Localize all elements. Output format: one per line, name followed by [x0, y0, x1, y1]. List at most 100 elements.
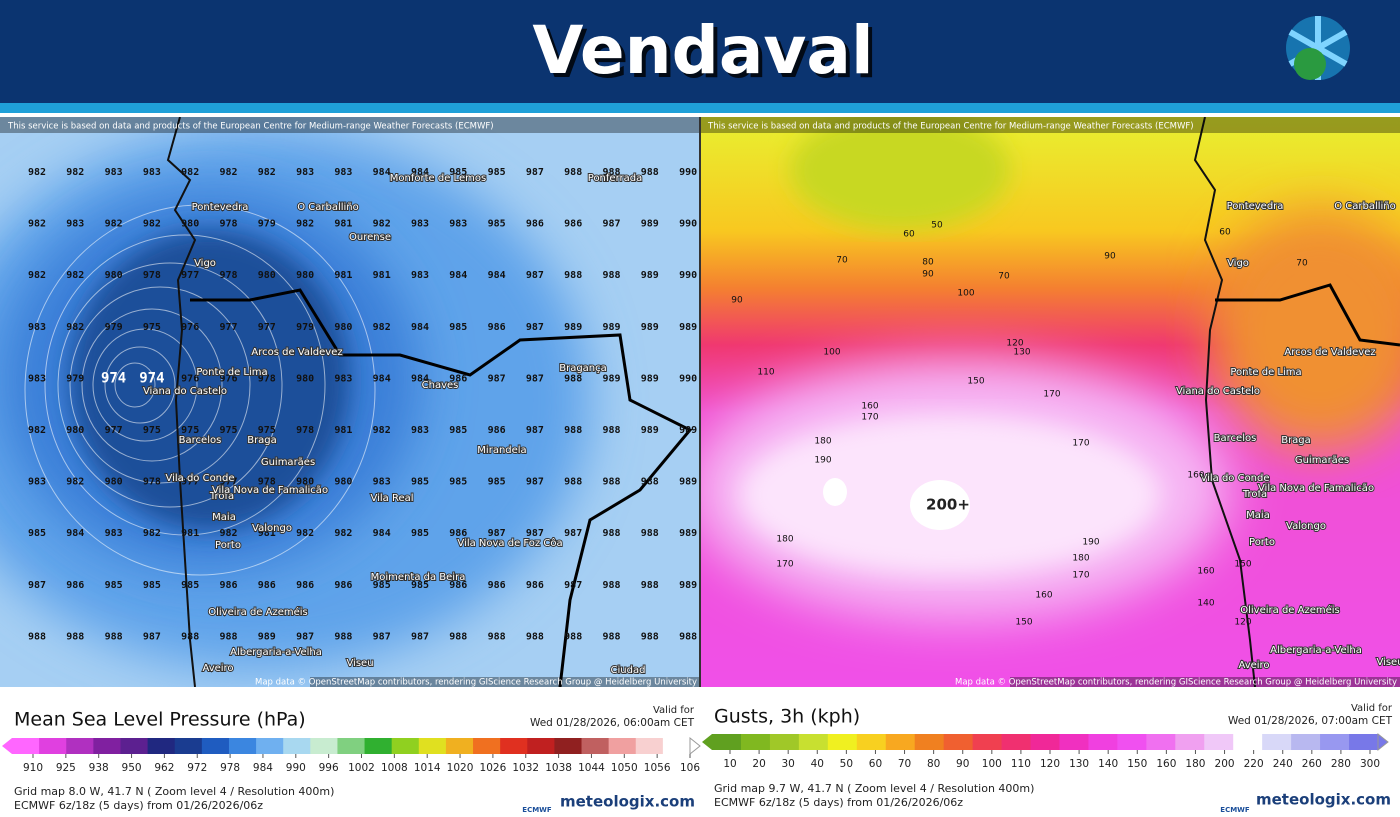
pressure-value: 985	[143, 580, 161, 591]
pressure-value: 987	[411, 631, 429, 642]
colorbar-swatch	[391, 738, 420, 754]
pressure-value: 987	[28, 580, 46, 591]
pressure-value: 978	[219, 219, 237, 230]
pressure-value: 980	[105, 477, 123, 488]
colorbar-tick-label: 300	[1360, 758, 1380, 770]
pressure-value: 986	[526, 580, 544, 591]
pressure-value: 982	[219, 167, 237, 178]
contour-label: 190	[814, 456, 831, 466]
pressure-value: 986	[449, 373, 467, 384]
colorbar-swatch	[662, 738, 691, 754]
city-label: Viseu	[346, 658, 373, 669]
pressure-value: 976	[219, 373, 237, 384]
pressure-value: 989	[258, 631, 276, 642]
city-label: Aveiro	[202, 663, 233, 674]
city-label: Aveiro	[1238, 660, 1269, 671]
colorbar-tick-label: 1056	[644, 762, 671, 774]
pressure-value: 976	[181, 373, 199, 384]
pressure-value: 987	[526, 322, 544, 333]
pressure-value: 977	[219, 322, 237, 333]
colorbar-swatch	[1291, 734, 1321, 750]
pressure-value: 982	[373, 425, 391, 436]
contour-label: 160	[1197, 567, 1214, 577]
attribution: This service is based on data and produc…	[707, 122, 1194, 132]
pressure-value: 981	[373, 270, 391, 281]
title: Vendaval	[532, 12, 873, 89]
city-label: Arcos de Valdevez	[1284, 347, 1375, 358]
pressure-value: 979	[258, 219, 276, 230]
colorbar-tick-label: 280	[1331, 758, 1351, 770]
pressure-value: 988	[602, 631, 620, 642]
city-label: Mirandela	[477, 445, 526, 456]
pressure-value: 987	[488, 528, 506, 539]
colorbar-swatch	[798, 734, 829, 750]
city-label: Trofa	[1242, 489, 1267, 500]
pressure-value: 982	[28, 219, 46, 230]
contour-label: 160	[1035, 591, 1052, 601]
pressure-value: 986	[449, 528, 467, 539]
pressure-value: 984	[449, 270, 467, 281]
contour-label: 200+	[926, 496, 970, 514]
pressure-value: 983	[334, 373, 352, 384]
pressure-value: 988	[602, 425, 620, 436]
pressure-value: 986	[488, 322, 506, 333]
colorbar-swatch	[1320, 734, 1350, 750]
pressure-value: 987	[373, 631, 391, 642]
pressure-value: 990	[679, 270, 697, 281]
colorbar-swatch	[1233, 734, 1263, 750]
pressure-value: 975	[143, 322, 161, 333]
city-label: Arcos de Valdevez	[251, 347, 342, 358]
colorbar-tick-label: 180	[1185, 758, 1205, 770]
pressure-value: 983	[105, 167, 123, 178]
contour-label: 90	[922, 270, 934, 280]
pressure-value: 980	[66, 425, 84, 436]
city-label: Vila Nova de Foz Côa	[457, 537, 562, 549]
pressure-value: 989	[679, 425, 697, 436]
colorbar-tick-label: 1044	[578, 762, 605, 774]
pressure-value: 990	[679, 373, 697, 384]
city-label: Vigo	[194, 258, 216, 269]
colorbar-tick-label: 140	[1098, 758, 1118, 770]
pressure-value: 985	[449, 322, 467, 333]
colorbar-tick-label: 70	[898, 758, 911, 770]
header-stripe	[0, 103, 1400, 113]
pressure-value: 974	[101, 370, 126, 386]
pressure-value: 982	[66, 270, 84, 281]
pressure-value: 980	[296, 373, 314, 384]
pressure-value: 988	[641, 631, 659, 642]
pressure-value: 982	[66, 167, 84, 178]
pressure-value: 985	[181, 580, 199, 591]
pressure-value: 989	[602, 322, 620, 333]
colorbar-arrow	[702, 734, 712, 750]
pressure-value: 975	[181, 425, 199, 436]
pressure-value: 986	[488, 580, 506, 591]
pressure-value: 986	[449, 580, 467, 591]
pressure-value: 980	[296, 270, 314, 281]
city-label: Bragança	[559, 363, 607, 374]
pressure-value: 985	[411, 477, 429, 488]
colorbar-tick-label: 30	[781, 758, 794, 770]
contour-label: 150	[1015, 618, 1032, 628]
pressure-value: 982	[28, 167, 46, 178]
colorbar-tick-label: 200	[1215, 758, 1235, 770]
contour-label: 160	[1187, 471, 1204, 481]
grid-info: Grid map 8.0 W, 41.7 N ( Zoom level 4 / …	[14, 785, 334, 798]
city-label: Pontevedra	[1227, 201, 1284, 212]
contour-label: 180	[1072, 554, 1089, 564]
pressure-value: 978	[219, 270, 237, 281]
pressure-value: 983	[373, 477, 391, 488]
colorbar-tick-label: 1014	[414, 762, 441, 774]
colorbar-swatch	[581, 738, 610, 754]
city-label: Braga	[1281, 435, 1311, 446]
contour-label: 170	[861, 413, 878, 423]
colorbar-tick-label: 150	[1127, 758, 1147, 770]
colorbar-tick-label: 910	[23, 762, 43, 774]
city-label: Ourense	[349, 232, 391, 243]
colorbar-swatch	[500, 738, 528, 754]
pressure-value: 981	[181, 528, 199, 539]
colorbar-tick-label: 60	[869, 758, 882, 770]
pressure-value: 984	[411, 373, 429, 384]
pressure-value: 988	[66, 631, 84, 642]
pressure-value: 980	[334, 477, 352, 488]
